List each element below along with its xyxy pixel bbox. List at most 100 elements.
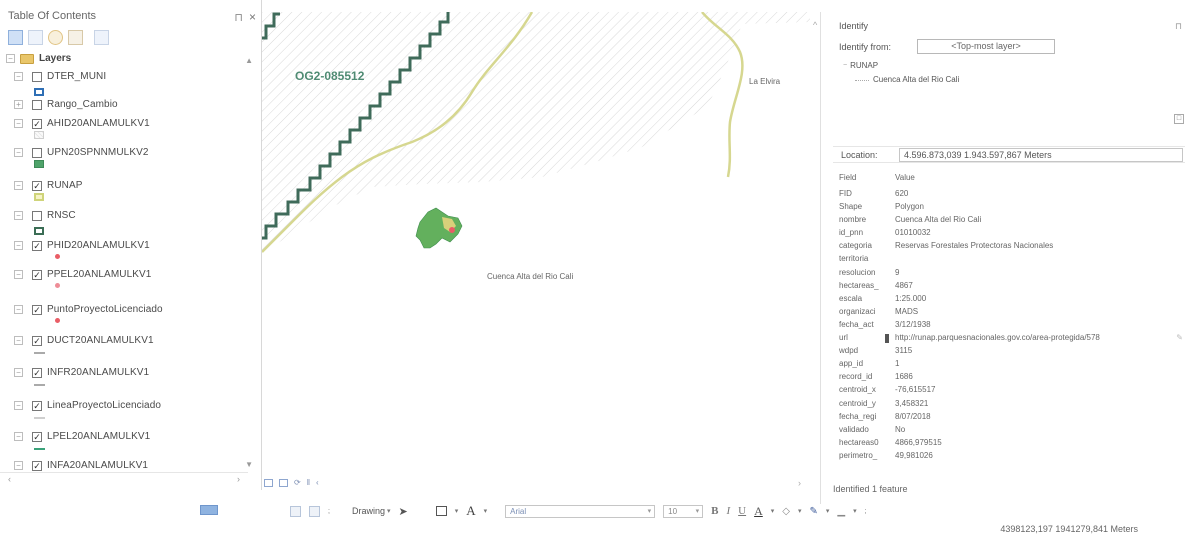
attribute-row[interactable]: categoria Reservas Forestales Protectoras… — [839, 241, 1185, 254]
pin-icon[interactable]: ⊓ — [1174, 21, 1182, 31]
fill-color-icon[interactable]: ◇ — [782, 505, 790, 517]
layer-visibility-checkbox[interactable] — [32, 210, 42, 221]
layer-visibility-checkbox[interactable]: ✓ — [32, 367, 42, 378]
toc-horizontal-scrollbar[interactable]: ‹ › — [0, 472, 248, 486]
map-view[interactable]: OG2-085512 La Elvira Cuenca Alta del Rio… — [262, 12, 810, 477]
hyperlink-icon[interactable] — [885, 334, 889, 344]
expand-icon[interactable]: + — [14, 100, 23, 109]
layer-symbol-icon[interactable] — [34, 88, 44, 96]
layer-symbol-icon[interactable] — [55, 254, 60, 259]
bold-button[interactable]: B — [711, 505, 719, 517]
attribute-row[interactable]: record_id 1686 — [839, 372, 1185, 385]
attribute-row[interactable]: validado No — [839, 425, 1185, 438]
attribute-row[interactable]: organizaci MADS — [839, 307, 1185, 320]
list-by-source-icon[interactable] — [28, 29, 43, 45]
map-canvas[interactable] — [262, 12, 810, 477]
attribute-row[interactable]: wdpd 3115 — [839, 346, 1185, 359]
layer-row[interactable]: − ✓ AHID20ANLAMULKV1 — [14, 117, 150, 130]
attribute-row[interactable]: territoria — [839, 254, 1185, 267]
drawing-menu-button[interactable]: Drawing ▾ — [352, 506, 391, 516]
attribute-row[interactable]: app_id 1 — [839, 359, 1185, 372]
layer-visibility-checkbox[interactable]: ✓ — [32, 180, 42, 191]
layer-symbol-icon[interactable] — [34, 160, 44, 168]
layer-visibility-checkbox[interactable]: ✓ — [32, 400, 42, 411]
result-feature-node[interactable]: Cuenca Alta del Rio Cali — [854, 75, 960, 84]
layer-visibility-checkbox[interactable] — [32, 147, 42, 158]
refresh-icon[interactable]: ⟳ — [294, 478, 301, 487]
collapse-icon[interactable]: − — [14, 211, 23, 220]
font-name-select[interactable]: Arial ▾ — [505, 504, 656, 518]
layer-visibility-checkbox[interactable] — [32, 71, 42, 82]
scroll-right-icon[interactable]: › — [798, 478, 801, 488]
collapse-icon[interactable]: − — [14, 270, 23, 279]
line-color-icon[interactable]: ✎ — [809, 505, 818, 517]
toolbar-selection-icon[interactable] — [200, 505, 218, 515]
pin-icon[interactable]: ⊓ — [234, 12, 243, 24]
scroll-left-icon[interactable]: ‹ — [8, 474, 11, 484]
layer-row[interactable]: − UPN20SPNNMULKV2 — [14, 146, 149, 159]
attribute-row[interactable]: id_pnn 01010032 — [839, 228, 1185, 241]
font-color-button[interactable]: A — [754, 503, 763, 518]
layer-symbol-icon[interactable] — [55, 318, 60, 323]
layer-row[interactable]: − ✓ DUCT20ANLAMULKV1 — [14, 334, 154, 347]
collapse-icon[interactable]: − — [14, 401, 23, 410]
edit-icon[interactable]: ✎ — [1176, 333, 1183, 343]
collapse-icon[interactable]: − — [14, 148, 23, 157]
attribute-row[interactable]: centroid_y 3,458321 — [839, 399, 1185, 412]
attribute-row[interactable]: hectareas0 4866,979515 — [839, 438, 1185, 451]
layer-visibility-checkbox[interactable]: ✓ — [32, 269, 42, 280]
collapse-icon[interactable]: − — [6, 54, 15, 63]
attribute-row[interactable]: nombre Cuenca Alta del Rio Cali — [839, 215, 1185, 228]
chevron-down-icon[interactable]: ▾ — [853, 508, 857, 515]
layer-symbol-icon[interactable] — [34, 131, 44, 139]
scroll-left-icon[interactable]: ‹ — [316, 478, 319, 487]
layer-symbol-icon[interactable] — [34, 417, 45, 419]
attribute-row[interactable]: fecha_regi 8/07/2018 — [839, 412, 1185, 425]
layer-symbol-icon[interactable] — [34, 227, 44, 235]
attribute-value[interactable]: http://runap.parquesnacionales.gov.co/ar… — [895, 333, 1100, 343]
layer-visibility-checkbox[interactable]: ✓ — [32, 460, 42, 471]
layer-symbol-icon[interactable] — [34, 448, 45, 450]
chevron-down-icon[interactable]: ▾ — [454, 508, 459, 515]
layer-row[interactable]: − ✓ PHID20ANLAMULKV1 — [14, 239, 150, 252]
collapse-icon[interactable]: − — [14, 119, 23, 128]
layer-row[interactable]: − ✓ LPEL20ANLAMULKV1 — [14, 430, 150, 443]
attribute-row[interactable]: Shape Polygon — [839, 202, 1185, 215]
layer-visibility-checkbox[interactable]: ✓ — [32, 118, 42, 129]
attribute-row[interactable]: hectareas_ 4867 — [839, 281, 1185, 294]
collapse-icon[interactable]: − — [14, 305, 23, 314]
layer-row[interactable]: − RNSC — [14, 209, 76, 222]
layer-visibility-checkbox[interactable]: ✓ — [32, 240, 42, 251]
attribute-row[interactable]: perimetro_ 49,981026 — [839, 451, 1185, 464]
rectangle-tool-icon[interactable] — [435, 506, 447, 516]
layer-row[interactable]: − ✓ INFR20ANLAMULKV1 — [14, 366, 149, 379]
shadow-color-icon[interactable]: ▁ — [837, 505, 846, 517]
layer-visibility-checkbox[interactable]: ✓ — [32, 431, 42, 442]
attribute-row[interactable]: FID 620 — [839, 189, 1185, 202]
collapse-icon[interactable]: − — [14, 241, 23, 250]
layer-symbol-icon[interactable] — [34, 193, 44, 201]
layer-row[interactable]: − DTER_MUNI — [14, 70, 106, 83]
collapse-icon[interactable]: − — [14, 368, 23, 377]
scroll-down-icon[interactable]: ▼ — [245, 460, 253, 469]
attribute-row[interactable]: fecha_act 3/12/1938 — [839, 320, 1185, 333]
list-by-visibility-icon[interactable] — [48, 29, 63, 45]
pause-icon[interactable]: ‖ — [306, 478, 311, 487]
chevron-down-icon[interactable]: ▾ — [770, 508, 775, 515]
collapse-icon[interactable]: − — [14, 432, 23, 441]
result-layer-node[interactable]: − RUNAP — [843, 61, 878, 70]
layer-symbol-icon[interactable] — [55, 283, 60, 288]
layers-root[interactable]: − Layers — [6, 53, 71, 64]
attribute-row[interactable]: escala 1:25.000 — [839, 294, 1185, 307]
text-tool-icon[interactable]: A — [466, 503, 476, 518]
scroll-right-icon[interactable]: › — [237, 474, 240, 484]
collapse-icon[interactable]: − — [14, 181, 23, 190]
layer-row[interactable]: − ✓ INFA20ANLAMULKV1 — [14, 459, 148, 472]
list-by-drawing-order-icon[interactable] — [8, 29, 23, 45]
collapse-icon[interactable]: − — [14, 461, 23, 470]
toc-options-icon[interactable] — [94, 29, 109, 45]
attribute-row[interactable]: resolucion 9 — [839, 268, 1185, 281]
layer-row[interactable]: − ✓ PPEL20ANLAMULKV1 — [14, 268, 151, 281]
layer-row[interactable]: + Rango_Cambio — [14, 98, 118, 111]
data-view-icon[interactable] — [264, 478, 273, 487]
